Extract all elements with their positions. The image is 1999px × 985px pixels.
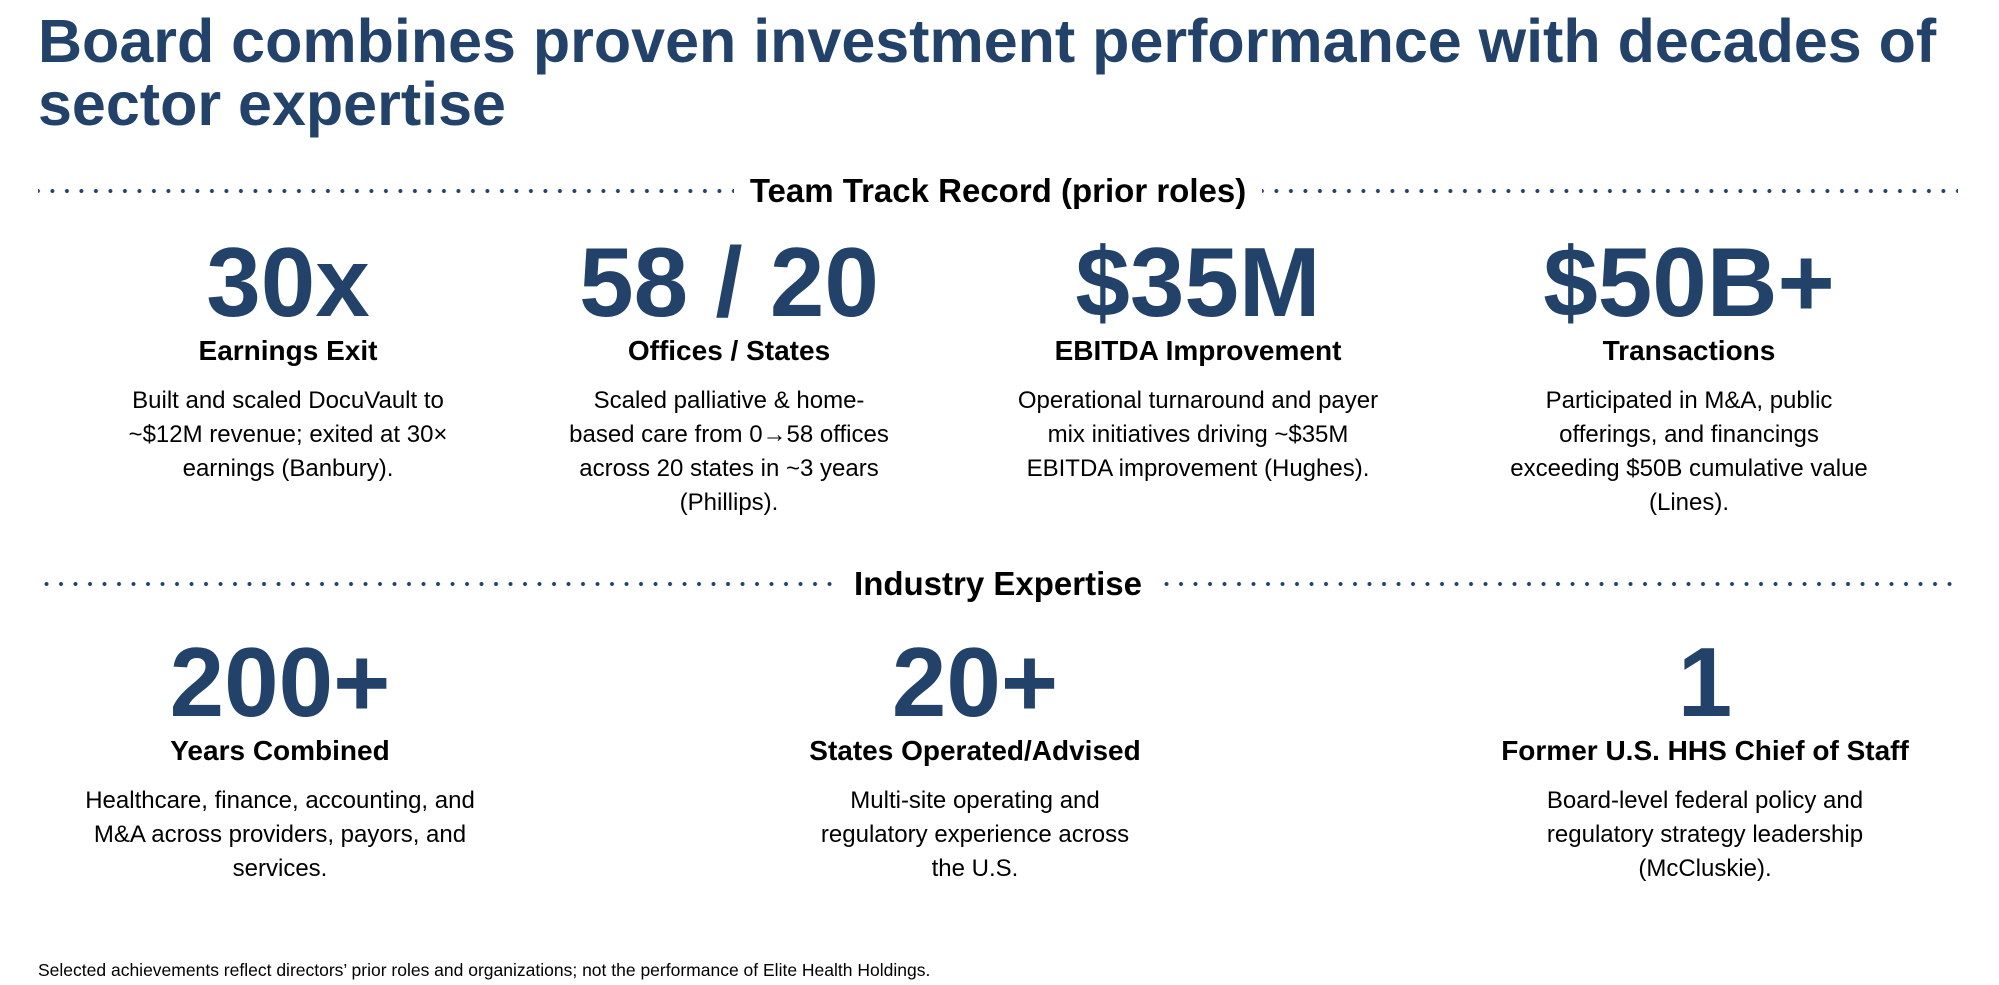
dotted-divider bbox=[38, 189, 734, 193]
stat-label: Transactions bbox=[1602, 335, 1776, 366]
section-title: Industry Expertise bbox=[854, 565, 1142, 602]
stat-label: Years Combined bbox=[170, 735, 390, 766]
stat-description: Participated in M&A, public offerings, a… bbox=[1510, 387, 1868, 516]
stat-description: Scaled palliative & home-based care from… bbox=[569, 387, 889, 516]
stat-card-offices-states: 58 / 20 Offices / States Scaled palliati… bbox=[569, 232, 889, 520]
section-title: Team Track Record (prior roles) bbox=[749, 172, 1247, 209]
stat-value: 1 bbox=[1677, 627, 1733, 737]
section-header-industry-expertise: Industry Expertise bbox=[38, 564, 1958, 604]
stat-value: 200+ bbox=[169, 627, 391, 737]
stat-card-transactions: $50B+ Transactions Participated in M&A, … bbox=[1504, 232, 1874, 520]
stat-label: States Operated/Advised bbox=[809, 735, 1141, 766]
stat-description: Built and scaled DocuVault to ~$12M reve… bbox=[128, 387, 448, 482]
footnote: Selected achievements reflect directors’… bbox=[38, 960, 931, 980]
dotted-divider bbox=[38, 582, 839, 586]
stat-card-ebitda: $35M EBITDA Improvement Operational turn… bbox=[1013, 232, 1383, 486]
stat-card-years-combined: 200+ Years Combined Healthcare, finance,… bbox=[65, 632, 495, 886]
stat-card-hhs-chief-of-staff: 1 Former U.S. HHS Chief of Staff Board-l… bbox=[1495, 632, 1915, 886]
stat-value: $35M bbox=[1075, 227, 1321, 337]
stat-description: Healthcare, finance, accounting, and M&A… bbox=[85, 787, 475, 882]
stat-description: Board-level federal policy and regulator… bbox=[1546, 787, 1864, 882]
section-header-track-record: Team Track Record (prior roles) bbox=[38, 171, 1959, 211]
stat-label: Earnings Exit bbox=[198, 335, 378, 366]
stat-value: $50B+ bbox=[1543, 227, 1835, 337]
stat-label: Offices / States bbox=[627, 335, 831, 366]
dotted-divider bbox=[1262, 189, 1959, 193]
stat-card-states-operated: 20+ States Operated/Advised Multi-site o… bbox=[809, 627, 1140, 886]
stat-label: EBITDA Improvement bbox=[1054, 335, 1342, 366]
dotted-divider bbox=[1157, 582, 1958, 586]
stat-value: 30x bbox=[206, 227, 370, 337]
stat-card-earnings-exit: 30x Earnings Exit Built and scaled DocuV… bbox=[118, 232, 458, 486]
stat-label: Former U.S. HHS Chief of Staff bbox=[1501, 735, 1909, 766]
stat-value: 20+ bbox=[891, 627, 1059, 737]
stat-description: Multi-site operating and regulatory expe… bbox=[820, 787, 1130, 882]
page-title: Board combines proven investment perform… bbox=[38, 7, 1937, 138]
stat-value: 58 / 20 bbox=[579, 227, 879, 337]
stat-description: Operational turnaround and payer mix ini… bbox=[1017, 387, 1379, 482]
